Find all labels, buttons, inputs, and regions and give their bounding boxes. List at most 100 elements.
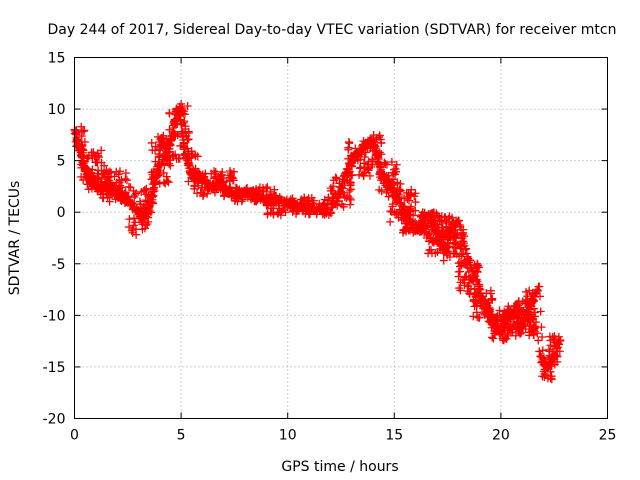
data-point — [443, 239, 452, 248]
data-point — [87, 173, 96, 182]
data-point — [365, 138, 374, 147]
data-point — [217, 170, 226, 179]
data-point — [508, 314, 517, 323]
x-tick-label: 5 — [177, 428, 186, 444]
data-point — [547, 352, 556, 361]
data-point — [469, 277, 478, 286]
y-tick-label: -20 — [43, 412, 66, 428]
y-tick-label: 10 — [48, 102, 66, 118]
data-point — [437, 216, 446, 225]
data-point — [140, 224, 149, 233]
data-point — [360, 159, 369, 168]
data-point — [537, 353, 546, 362]
data-point — [388, 191, 397, 200]
data-point — [479, 292, 488, 301]
data-point — [193, 189, 202, 198]
data-point — [149, 191, 158, 200]
data-point — [529, 323, 538, 332]
data-point — [80, 137, 89, 146]
data-point — [405, 196, 414, 205]
data-point — [527, 326, 536, 335]
y-tick-label: -10 — [43, 308, 66, 324]
data-point — [258, 184, 267, 193]
data-point — [399, 208, 408, 217]
data-point — [164, 178, 173, 187]
data-point — [128, 228, 137, 237]
data-point — [512, 302, 521, 311]
data-point — [460, 256, 469, 265]
data-point — [521, 311, 530, 320]
data-point — [381, 159, 390, 168]
data-point — [121, 174, 130, 183]
data-point — [80, 162, 89, 171]
y-tick-label: 15 — [48, 51, 66, 67]
data-point — [556, 336, 565, 345]
data-point — [258, 191, 267, 200]
y-tick-label: 5 — [57, 154, 66, 170]
data-point — [93, 149, 102, 158]
data-point — [448, 213, 457, 222]
data-point — [176, 104, 185, 113]
data-point — [345, 160, 354, 169]
data-point — [490, 316, 499, 325]
y-tick-label: -15 — [43, 360, 66, 376]
data-point — [386, 217, 395, 226]
data-point — [459, 237, 468, 246]
data-point — [150, 187, 159, 196]
data-point — [518, 320, 527, 329]
data-point — [514, 297, 523, 306]
data-point — [458, 275, 467, 284]
data-point — [130, 199, 139, 208]
data-point — [538, 372, 547, 381]
data-point — [376, 168, 385, 177]
data-point — [506, 328, 515, 337]
data-point — [470, 269, 479, 278]
data-point — [340, 178, 349, 187]
data-point — [395, 185, 404, 194]
data-point — [144, 206, 153, 215]
data-point — [252, 194, 261, 203]
data-point — [191, 152, 200, 161]
data-point — [433, 211, 442, 220]
data-point — [429, 220, 438, 229]
data-point — [351, 155, 360, 164]
data-point — [495, 306, 504, 315]
data-point — [474, 280, 483, 289]
data-point — [80, 126, 89, 135]
data-point — [217, 180, 226, 189]
data-point — [185, 164, 194, 173]
data-point — [345, 186, 354, 195]
data-point — [323, 204, 332, 213]
data-point — [392, 198, 401, 207]
data-point — [101, 184, 110, 193]
data-point — [266, 208, 275, 217]
data-point — [377, 174, 386, 183]
data-point — [277, 207, 286, 216]
data-point — [454, 240, 463, 249]
data-point — [163, 177, 172, 186]
data-point — [541, 371, 550, 380]
data-point — [536, 307, 545, 316]
data-point — [543, 364, 552, 373]
x-tick-label: 20 — [492, 428, 510, 444]
data-point — [225, 173, 234, 182]
data-point — [182, 131, 191, 140]
data-point — [537, 323, 546, 332]
data-point — [433, 237, 442, 246]
y-tick-label: 0 — [57, 205, 66, 221]
data-point — [393, 197, 402, 206]
data-point — [452, 233, 461, 242]
data-point — [93, 158, 102, 167]
data-point — [459, 249, 468, 258]
data-point — [474, 291, 483, 300]
data-point — [77, 152, 86, 161]
data-point — [198, 192, 207, 201]
data-point — [181, 149, 190, 158]
data-point — [332, 174, 341, 183]
data-point — [158, 155, 167, 164]
data-point — [332, 193, 341, 202]
data-point — [533, 286, 542, 295]
data-point — [538, 333, 547, 342]
data-point — [171, 150, 180, 159]
